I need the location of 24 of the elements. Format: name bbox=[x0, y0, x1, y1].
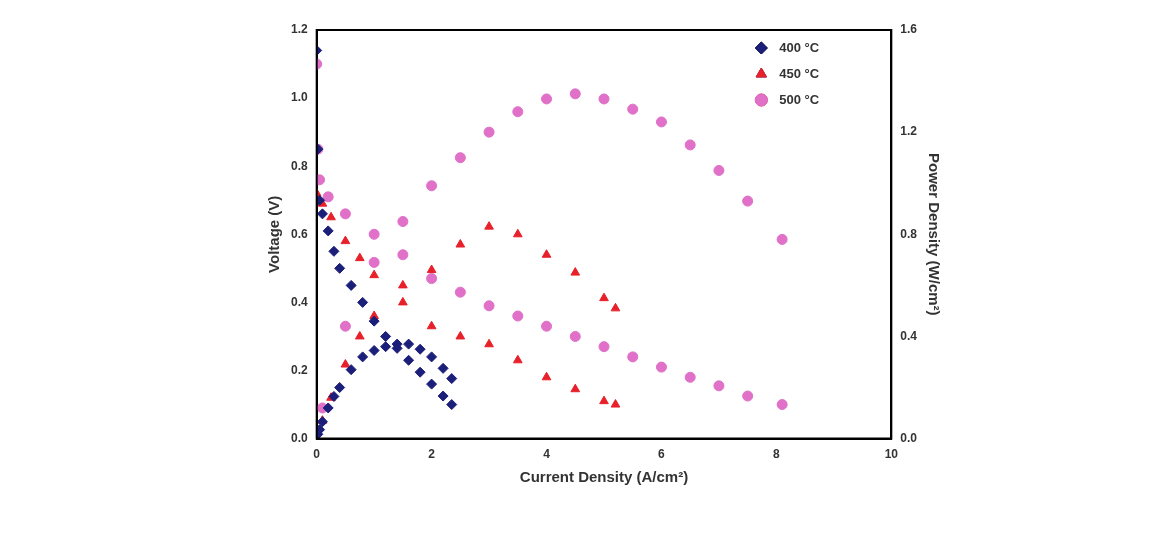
x-tick-label: 4 bbox=[543, 447, 551, 462]
y-tick-label: 0.0 bbox=[290, 430, 308, 445]
y-tick-label: 1.0 bbox=[290, 90, 308, 105]
x-axis-title: Current Density (A/cm²) bbox=[519, 468, 689, 486]
y-tick-label: 1.2 bbox=[290, 22, 308, 37]
y2-tick-label: 1.2 bbox=[900, 124, 918, 139]
y2-tick-label: 1.6 bbox=[900, 22, 918, 37]
legend-label: 500 °C bbox=[779, 91, 820, 107]
y-tick-label: 0.4 bbox=[290, 294, 308, 309]
y-tick-label: 0.6 bbox=[290, 226, 308, 241]
x-tick-label: 0 bbox=[313, 447, 321, 462]
y2-tick-label: 0.4 bbox=[900, 328, 918, 343]
x-tick-label: 8 bbox=[773, 447, 781, 462]
y2-tick-label: 0.0 bbox=[900, 430, 918, 445]
y-axis-title: Voltage (V) bbox=[265, 195, 283, 273]
y-tick-label: 0.8 bbox=[290, 158, 308, 173]
x-tick-label: 6 bbox=[658, 447, 666, 462]
y2-axis-title: Power Density (W/cm²) bbox=[925, 153, 943, 316]
y2-tick-label: 0.8 bbox=[900, 226, 918, 241]
legend-label: 450 °C bbox=[779, 65, 820, 81]
x-tick-label: 10 bbox=[884, 447, 899, 462]
y-tick-label: 0.2 bbox=[290, 362, 308, 377]
x-tick-label: 2 bbox=[428, 447, 436, 462]
legend-label: 400 °C bbox=[779, 39, 820, 55]
